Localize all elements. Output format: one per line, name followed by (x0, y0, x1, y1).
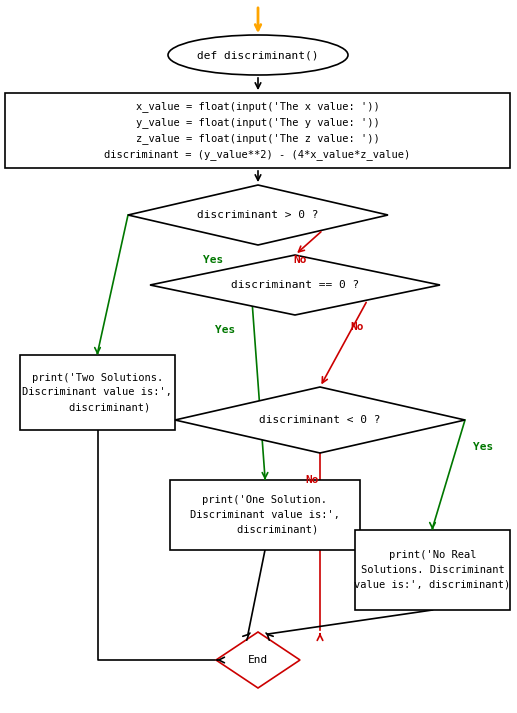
Text: No: No (293, 255, 307, 265)
Text: Yes: Yes (203, 255, 223, 265)
Bar (355, 530, 510, 610)
Text: x_value = float(input('The x value: '))
y_value = float(input('The y value: '))
: x_value = float(input('The x value: ')) … (104, 101, 410, 160)
Polygon shape (216, 632, 300, 688)
Text: print('One Solution.
Discriminant value is:',
    discriminant): print('One Solution. Discriminant value … (190, 496, 340, 535)
Bar (20, 355, 175, 430)
Text: def discriminant(): def discriminant() (197, 50, 319, 60)
Bar (5, 93, 510, 168)
Polygon shape (175, 387, 465, 453)
Ellipse shape (168, 35, 348, 75)
Polygon shape (128, 185, 388, 245)
Polygon shape (150, 255, 440, 315)
Text: print('Two Solutions.
Discriminant value is:',
    discriminant): print('Two Solutions. Discriminant value… (23, 373, 173, 412)
Text: No: No (350, 322, 363, 332)
Text: discriminant == 0 ?: discriminant == 0 ? (231, 280, 359, 290)
Bar (170, 480, 360, 550)
Text: print('No Real
Solutions. Discriminant
value is:', discriminant): print('No Real Solutions. Discriminant v… (354, 550, 511, 590)
Text: Yes: Yes (473, 442, 493, 452)
Text: discriminant > 0 ?: discriminant > 0 ? (197, 210, 319, 220)
Text: Yes: Yes (215, 325, 235, 335)
Text: No: No (305, 475, 318, 485)
Text: End: End (248, 655, 268, 665)
Text: discriminant < 0 ?: discriminant < 0 ? (259, 415, 381, 425)
